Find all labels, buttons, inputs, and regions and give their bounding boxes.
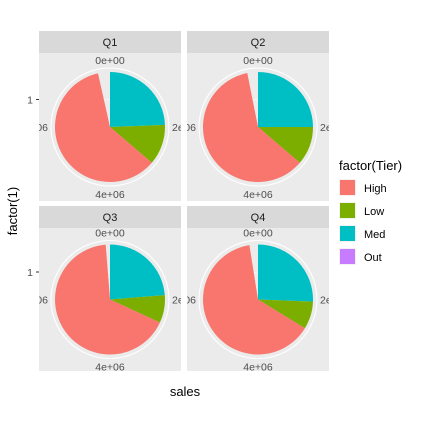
legend: factor(Tier) High Low Med Out	[339, 158, 402, 265]
theta-tick-label: 4e+06	[95, 189, 125, 201]
legend-label-out: Out	[364, 252, 382, 264]
pie-slice-low	[110, 124, 166, 163]
legend-swatch-high	[340, 180, 355, 195]
facet-panel-q4: Q4 0e+00 2e+06 4e+06 6e+06	[167, 206, 350, 374]
legend-label-high: High	[364, 183, 387, 195]
pie-slice-med	[258, 72, 313, 127]
facet-strip-label: Q3	[103, 212, 118, 224]
facet-strip	[39, 31, 181, 53]
theta-tick-label: 6e+06	[167, 295, 197, 307]
pie-slice-low	[110, 295, 166, 323]
facet-panel-q2: Q2 0e+00 2e+06 4e+06 6e+06	[167, 31, 350, 201]
legend-title: factor(Tier)	[339, 158, 402, 173]
legend-label-med: Med	[364, 229, 385, 241]
pie-slice-high	[202, 73, 300, 183]
theta-tick-label: 2e+06	[172, 295, 202, 307]
y-tick-label: 1	[27, 267, 33, 279]
facet-strip-label: Q4	[251, 212, 266, 224]
pie-slice-med	[110, 244, 165, 300]
theta-tick-label: 6e+06	[19, 295, 49, 307]
legend-swatch-out	[340, 249, 355, 264]
pie-slice-high	[203, 245, 305, 355]
theta-tick-label: 4e+06	[95, 362, 125, 374]
pie-slice-low	[258, 299, 313, 329]
legend-label-low: Low	[364, 206, 384, 218]
plot-area: 0e+00 2e+06 4e+06 6e+06	[19, 55, 202, 201]
polar-grid-ring	[50, 67, 170, 187]
facet-strip	[187, 206, 329, 228]
facet-strip-label: Q1	[103, 37, 118, 49]
theta-tick-label: 4e+06	[243, 189, 273, 201]
pie-slice-high	[55, 244, 160, 355]
polar-grid-ring	[198, 239, 318, 360]
x-axis-title: sales	[170, 384, 201, 399]
plot-area: 0e+00 2e+06 4e+06 6e+06	[167, 55, 350, 201]
facet-panel-q3: Q3 0e+00 2e+06 4e+06 6e+06 1	[19, 206, 202, 374]
facet-panel-q1: Q1 0e+00 2e+06 4e+06 6e+06 1	[19, 31, 202, 201]
y-tick-label: 1	[27, 95, 33, 107]
plot-area: 0e+00 2e+06 4e+06 6e+06	[167, 228, 350, 374]
theta-tick-label: 0e+00	[95, 55, 125, 67]
theta-tick-label: 2e+06	[320, 122, 350, 134]
facet-strip	[39, 206, 181, 228]
theta-tick-label: 6e+06	[167, 122, 197, 134]
facet-strip	[187, 31, 329, 53]
axis-layer: sales factor(1)	[5, 187, 201, 399]
theta-tick-label: 4e+06	[243, 362, 273, 374]
polar-grid-ring	[50, 239, 170, 360]
pie-slice-low	[258, 127, 313, 163]
facet-strip-label: Q2	[251, 37, 266, 49]
legend-swatch-med	[340, 226, 355, 241]
y-axis-title: factor(1)	[5, 187, 20, 235]
theta-tick-label: 0e+00	[95, 228, 125, 240]
plot-area: 0e+00 2e+06 4e+06 6e+06	[19, 228, 202, 374]
pie-slice-med	[258, 244, 314, 302]
facets-layer: Q1 0e+00 2e+06 4e+06 6e+06 1 Q2 0e+00 2e+06 4e+06…	[19, 31, 350, 374]
theta-tick-label: 0e+00	[243, 228, 273, 240]
pie-slice-med	[110, 72, 165, 127]
legend-swatch-low	[340, 203, 355, 218]
theta-tick-label: 2e+06	[320, 295, 350, 307]
pie-slice-high	[55, 73, 152, 182]
polar-grid-ring	[198, 67, 318, 187]
theta-tick-label: 0e+00	[243, 55, 273, 67]
theta-tick-label: 2e+06	[172, 122, 202, 134]
theta-tick-label: 6e+06	[19, 122, 49, 134]
